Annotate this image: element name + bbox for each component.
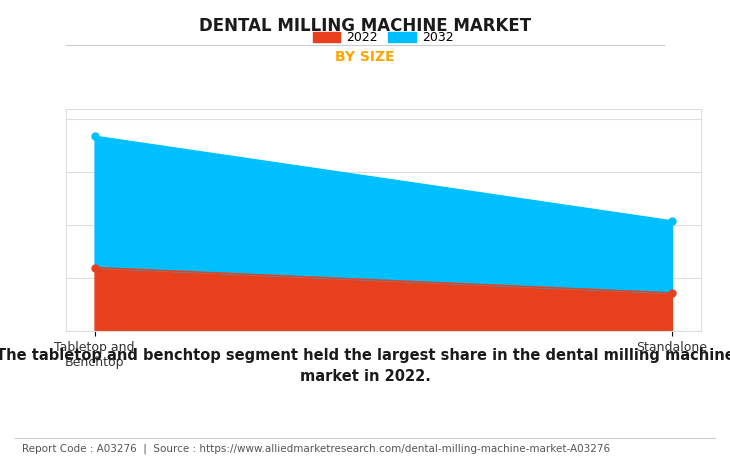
- Legend: 2022, 2032: 2022, 2032: [308, 26, 458, 49]
- Text: BY SIZE: BY SIZE: [335, 50, 395, 64]
- Text: Report Code : A03276  |  Source : https://www.alliedmarketresearch.com/dental-mi: Report Code : A03276 | Source : https://…: [22, 444, 610, 454]
- Text: The tabletop and benchtop segment held the largest share in the dental milling m: The tabletop and benchtop segment held t…: [0, 348, 730, 384]
- Text: DENTAL MILLING MACHINE MARKET: DENTAL MILLING MACHINE MARKET: [199, 17, 531, 35]
